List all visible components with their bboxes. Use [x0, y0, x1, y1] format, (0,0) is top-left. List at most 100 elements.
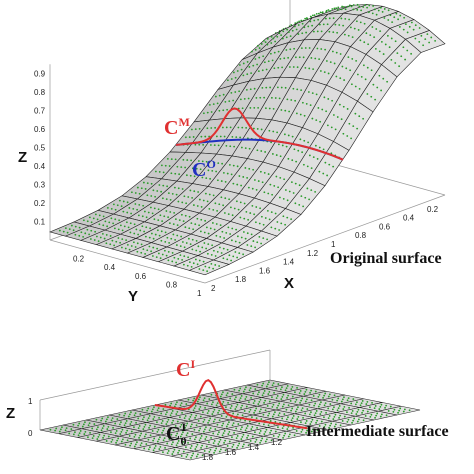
grid-dot [281, 417, 284, 420]
grid-dot [185, 242, 188, 244]
grid-dot [220, 180, 223, 182]
grid-dot [324, 48, 327, 51]
grid-dot [269, 86, 272, 89]
grid-dot [165, 423, 168, 425]
grid-dot [309, 20, 312, 23]
grid-dot [267, 414, 270, 417]
grid-dot [390, 58, 393, 61]
grid-dot [249, 212, 252, 214]
grid-dot [272, 130, 275, 133]
grid-dot [234, 251, 237, 253]
grid-dot [312, 156, 315, 159]
grid-dot [229, 206, 232, 209]
grid-dot [278, 196, 281, 199]
z-label: Z [18, 149, 27, 166]
grid-dot [265, 68, 268, 71]
grid-dot [214, 264, 217, 266]
grid-dot [118, 413, 121, 416]
grid-dot [208, 266, 211, 269]
grid-dot [156, 440, 159, 443]
grid-dot [166, 158, 169, 160]
grid-dot [184, 136, 187, 139]
grid-dot [146, 249, 149, 252]
grid-dot [171, 421, 173, 424]
grid-dot [149, 424, 152, 427]
grid-dot [105, 440, 108, 442]
grid-dot [99, 236, 102, 239]
grid-dot [173, 212, 176, 214]
grid-dot [310, 57, 313, 59]
grid-dot [213, 451, 215, 454]
grid-dot [239, 216, 242, 219]
grid-dot [298, 392, 301, 395]
grid-dot [295, 112, 298, 115]
grid-dot [371, 26, 374, 28]
grid-dot [228, 100, 231, 103]
grid-dot [256, 393, 259, 396]
grid-dot [210, 127, 213, 129]
grid-dot [236, 165, 239, 168]
grid-dot [331, 8, 334, 10]
grid-dot [303, 393, 306, 395]
grid-dot [230, 416, 232, 419]
grid-dot [72, 423, 75, 426]
grid-dot [95, 418, 98, 421]
grid-dot [283, 57, 286, 60]
grid-dot [230, 92, 233, 94]
grid-dot [232, 255, 235, 258]
grid-dot [283, 178, 286, 181]
grid-dot [229, 233, 232, 235]
grid-dot [370, 69, 373, 72]
grid-dot [386, 34, 389, 37]
grid-dot [198, 259, 201, 262]
grid-dot [290, 388, 293, 390]
grid-dot [114, 422, 117, 425]
grid-dot [255, 97, 258, 99]
grid-dot [233, 431, 235, 434]
grid-dot [157, 407, 160, 410]
grid-dot [120, 421, 122, 424]
grid-dot [160, 190, 163, 193]
grid-dot [339, 424, 342, 427]
grid-dot [360, 75, 363, 78]
grid-dot [166, 236, 169, 239]
grid-dot [111, 417, 114, 420]
grid-dot [378, 50, 381, 53]
grid-dot [298, 56, 301, 59]
grid-dot [309, 104, 312, 107]
grid-dot [367, 11, 370, 14]
grid-dot [302, 416, 304, 419]
grid-dot [288, 433, 291, 436]
grid-dot [408, 25, 411, 28]
grid-dot [182, 263, 185, 266]
x-tick-label: 0.8 [355, 231, 367, 240]
grid-dot [156, 409, 159, 412]
grid-dot [202, 399, 205, 402]
grid-dot [318, 146, 321, 149]
grid-dot [184, 426, 186, 429]
grid-dot [106, 428, 109, 430]
grid-dot [206, 270, 209, 273]
grid-dot [129, 423, 132, 425]
grid-dot [238, 389, 241, 392]
grid-dot [397, 411, 399, 414]
grid-dot [143, 435, 146, 438]
grid-dot [319, 11, 322, 14]
grid-dot [121, 238, 124, 240]
grid-dot [327, 72, 330, 75]
grid-dot [218, 409, 221, 412]
grid-dot [176, 165, 179, 168]
grid-dot [365, 32, 368, 35]
grid-dot [248, 401, 250, 404]
grid-dot [146, 409, 149, 412]
grid-dot [202, 260, 205, 263]
grid-dot [247, 218, 250, 221]
grid-dot [293, 148, 296, 151]
grid-dot [78, 432, 81, 435]
grid-dot [192, 399, 195, 402]
grid-dot [356, 127, 359, 130]
grid-dot [213, 161, 216, 164]
grid-dot [215, 170, 218, 173]
grid-dot [256, 241, 259, 244]
grid-dot [337, 397, 340, 400]
